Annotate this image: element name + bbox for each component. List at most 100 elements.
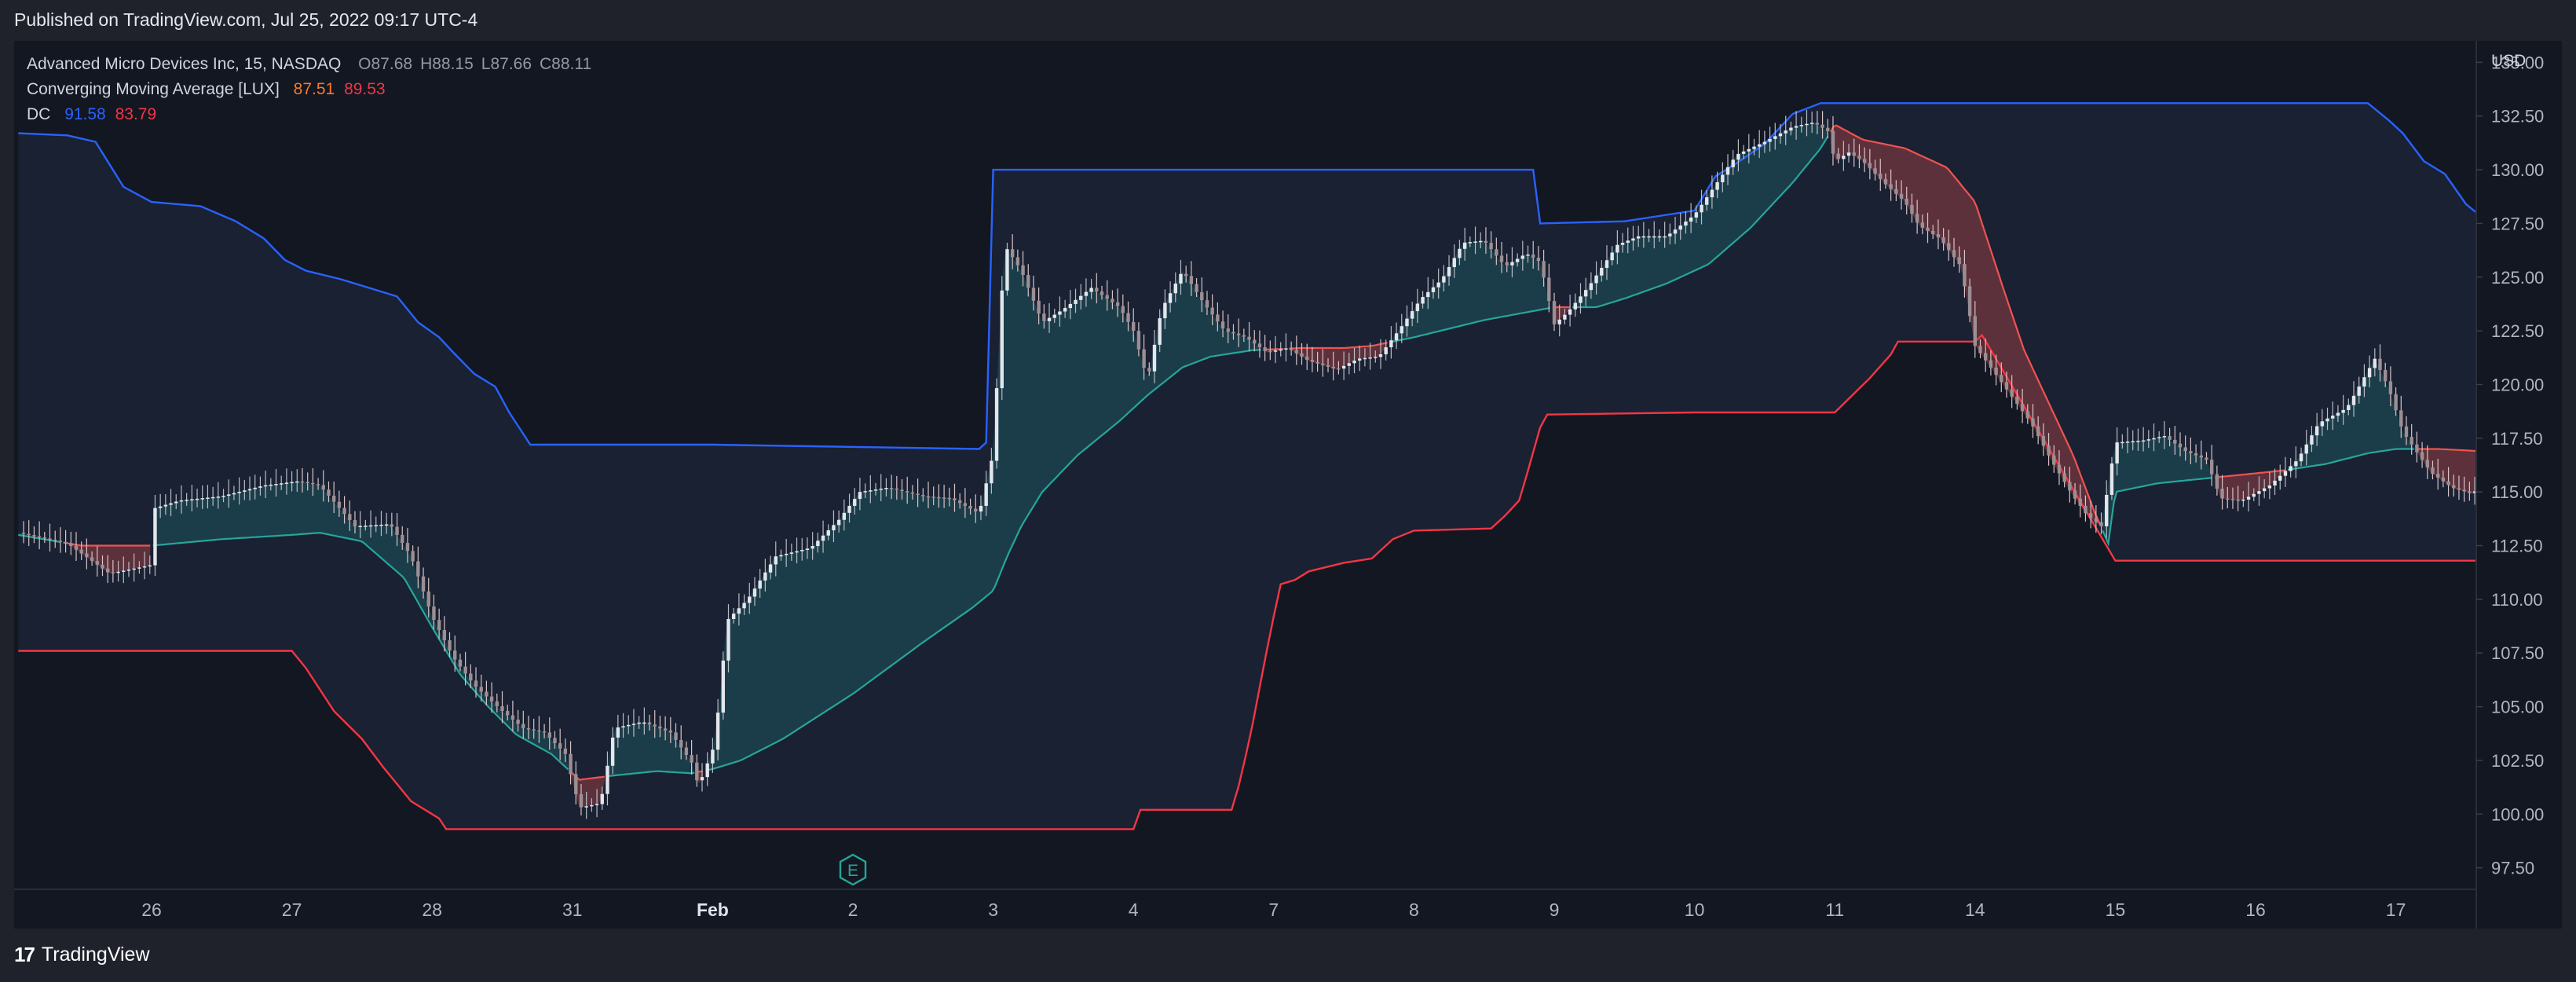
- candle-body-396: [2105, 494, 2109, 526]
- candle-body-33: [195, 498, 199, 500]
- candle-body-410: [2178, 443, 2183, 448]
- tradingview-logo[interactable]: 17 TradingView: [14, 943, 150, 967]
- candle-body-74: [411, 551, 415, 562]
- candle-body-319: [1700, 204, 1703, 213]
- x-tick-label-14: 15: [2106, 900, 2126, 920]
- candle-body-243: [1300, 353, 1304, 357]
- candle-body-210: [1126, 313, 1130, 322]
- candle-body-148: [800, 550, 804, 551]
- candle-body-136: [737, 608, 741, 614]
- candle-body-372: [1978, 346, 1982, 354]
- candle-body-181: [974, 508, 978, 512]
- candle-body-190: [1021, 265, 1025, 276]
- dc-legend-row[interactable]: DC 91.58 83.79: [27, 102, 591, 127]
- candle-body-88: [485, 691, 488, 697]
- candle-body-375: [1994, 367, 1998, 376]
- candle-body-451: [2394, 394, 2398, 411]
- candle-body-277: [1479, 240, 1483, 243]
- candle-body-227: [1216, 314, 1220, 322]
- candle-body-26: [158, 506, 163, 508]
- cma-bear-fill-9: [1289, 343, 1388, 370]
- candle-body-316: [1684, 222, 1688, 226]
- candle-body-160: [863, 491, 867, 493]
- candle-body-212: [1136, 331, 1141, 350]
- earnings-marker[interactable]: E: [839, 853, 867, 886]
- candle-body-133: [721, 660, 725, 713]
- candle-body-168: [906, 491, 909, 493]
- candle-body-189: [1015, 257, 1020, 266]
- candle-body-466: [2472, 491, 2476, 493]
- candle-body-208: [1115, 302, 1120, 306]
- candle-body-109: [595, 804, 599, 806]
- candle-body-54: [306, 482, 309, 483]
- candle-body-402: [2136, 441, 2140, 442]
- candle-body-81: [448, 640, 452, 651]
- candle-body-128: [695, 762, 699, 781]
- candle-body-10: [74, 545, 79, 550]
- cma-bull-fill-12: [1572, 122, 1828, 308]
- candle-body-86: [474, 680, 478, 687]
- candle-body-154: [832, 525, 836, 531]
- candle-body-114: [621, 726, 625, 727]
- cma-value-2: 89.53: [344, 80, 386, 98]
- candle-body-249: [1331, 366, 1335, 368]
- candle-body-98: [537, 730, 541, 732]
- x-tick-label-0: 26: [141, 900, 162, 920]
- candle-body-480: [2547, 482, 2550, 488]
- candle-body-278: [1484, 240, 1488, 244]
- candle-body-236: [1263, 347, 1267, 351]
- candle-body-281: [1499, 255, 1504, 262]
- candle-body-0: [21, 533, 26, 534]
- candle-body-306: [1631, 238, 1635, 241]
- candle-body-58: [327, 489, 331, 496]
- candle-body-113: [616, 727, 620, 738]
- candle-body-186: [1000, 290, 1004, 389]
- candle-body-298: [1589, 283, 1594, 291]
- x-tick-label-3: 31: [562, 900, 583, 920]
- x-tick-label-11: 10: [1685, 900, 1705, 920]
- candle-body-401: [2131, 441, 2135, 443]
- candle-body-392: [2084, 505, 2088, 514]
- top-bar: Published on TradingView.com, Jul 25, 20…: [0, 0, 2576, 41]
- candle-body-69: [384, 524, 389, 526]
- y-tick-label-6: 120.00: [2491, 375, 2544, 394]
- cma-bull-fill-14: [2102, 436, 2212, 544]
- candle-body-415: [2205, 457, 2208, 460]
- candle-body-411: [2183, 447, 2187, 452]
- candle-body-443: [2351, 395, 2356, 405]
- candle-body-70: [390, 524, 394, 527]
- candle-body-260: [1389, 340, 1393, 348]
- candle-body-407: [2162, 436, 2167, 438]
- candle-body-438: [2325, 418, 2329, 422]
- candle-body-462: [2452, 485, 2456, 489]
- candle-body-134: [726, 618, 730, 661]
- candle-body-325: [1731, 159, 1735, 167]
- earnings-icon: [839, 853, 867, 886]
- price-axis: 135.00 132.50 130.00 127.50 125.00 122.50 120.…: [2476, 52, 2544, 878]
- candle-body-296: [1579, 296, 1583, 303]
- candle-body-259: [1384, 347, 1388, 354]
- candle-body-308: [1641, 236, 1646, 238]
- candle-body-366: [1947, 243, 1951, 251]
- candle-body-30: [179, 500, 184, 502]
- candle-body-458: [2431, 467, 2435, 475]
- candle-body-286: [1526, 255, 1530, 256]
- candle-body-35: [206, 497, 210, 499]
- candle-body-386: [2052, 455, 2056, 465]
- cma-legend-row[interactable]: Converging Moving Average [LUX] 87.51 89…: [27, 77, 591, 102]
- candle-body-424: [2252, 493, 2256, 497]
- cma-line-6: [705, 349, 1261, 771]
- candle-body-89: [489, 696, 494, 702]
- candle-body-174: [937, 496, 941, 499]
- candle-body-14: [95, 561, 99, 565]
- x-tick-label-2: 28: [422, 900, 442, 920]
- candle-body-289: [1542, 261, 1546, 278]
- candle-body-380: [2020, 404, 2025, 412]
- candle-body-272: [1452, 258, 1456, 267]
- candle-body-284: [1515, 258, 1520, 262]
- cma-bull-fill-16: [2288, 358, 2414, 471]
- candle-body-242: [1294, 350, 1299, 354]
- candle-body-12: [85, 553, 89, 558]
- candle-body-295: [1573, 302, 1577, 310]
